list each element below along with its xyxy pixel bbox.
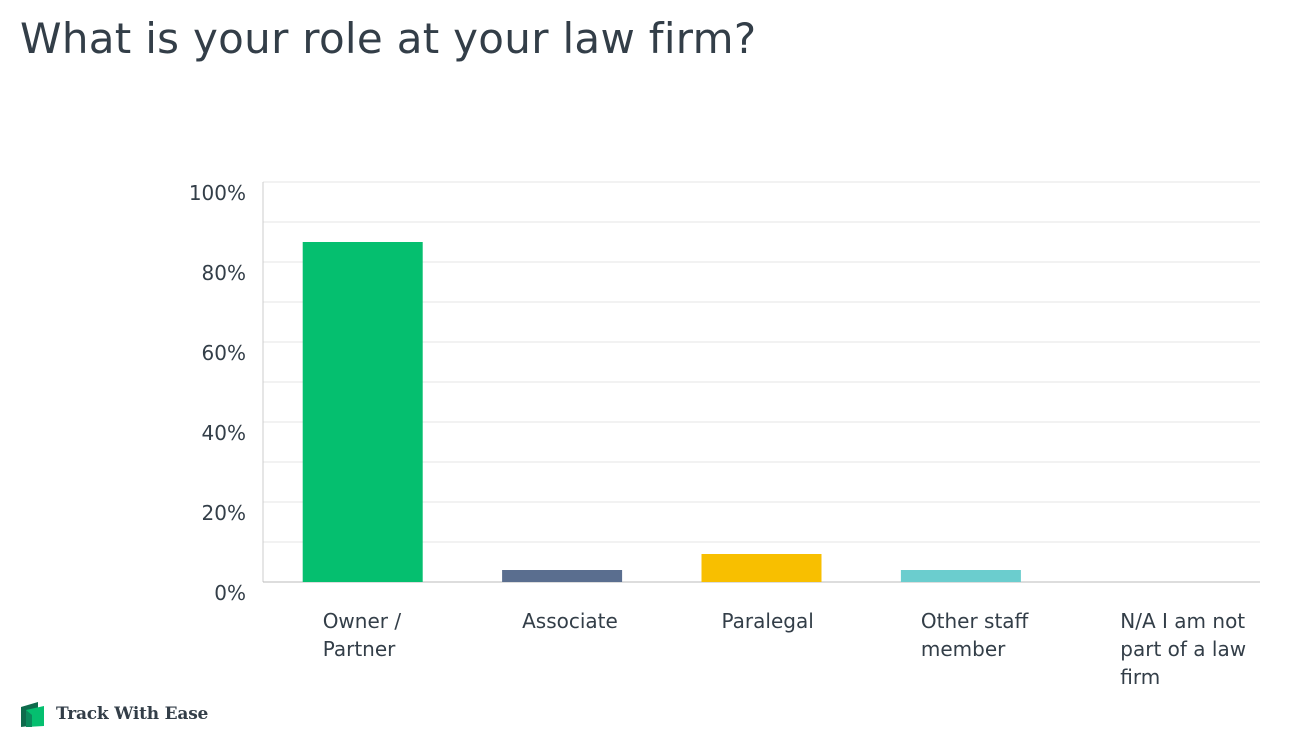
x-category-label: member [921,637,1006,661]
y-tick-label: 60% [202,341,246,365]
y-tick-label: 0% [214,581,246,605]
bar [701,554,822,582]
x-category-label: Other staff [921,609,1030,633]
x-category-label: N/A I am not [1120,609,1245,633]
bar [900,570,1021,582]
x-category-label: Paralegal [722,609,814,633]
brand-logo: Track With Ease [18,698,208,730]
y-tick-label: 100% [189,181,246,205]
x-category-label: Owner / [323,609,402,633]
y-tick-label: 80% [202,261,246,285]
y-tick-label: 20% [202,501,246,525]
bar [302,242,423,582]
x-category-label: part of a law [1120,637,1246,661]
x-category-label: Associate [522,609,618,633]
brand-name: Track With Ease [56,704,209,724]
brand-logo-icon [21,702,44,727]
x-category-label: firm [1120,665,1160,689]
chart-title: What is your role at your law firm? [20,14,757,63]
y-tick-label: 40% [202,421,246,445]
x-category-label: Partner [323,637,396,661]
bar [502,570,623,582]
